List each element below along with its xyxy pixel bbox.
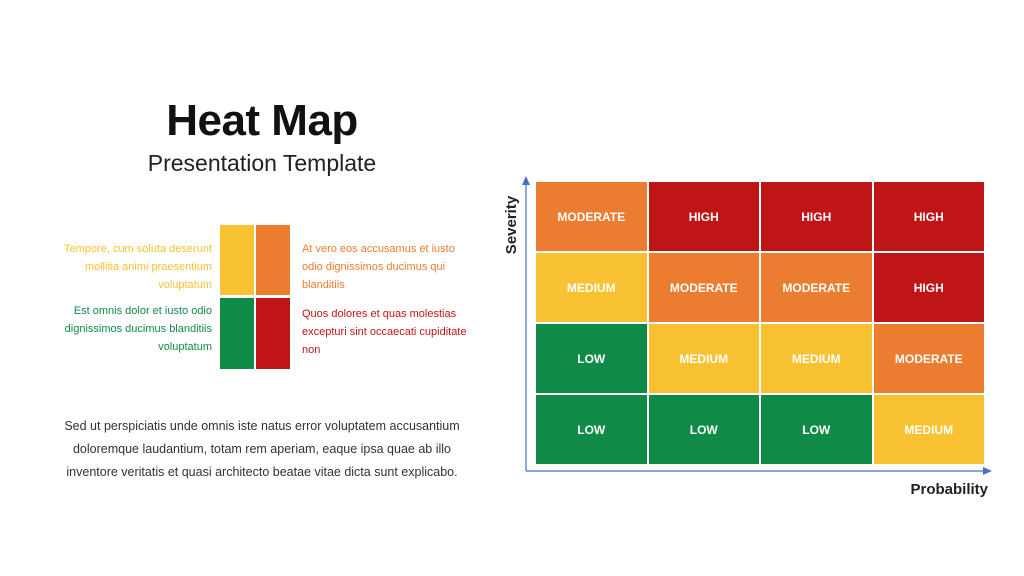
y-axis-label: Severity: [503, 195, 520, 255]
legend-text-orange: At vero eos accusamus et iusto odio dign…: [302, 243, 455, 291]
heatmap-cell: MODERATE: [536, 182, 647, 251]
legend-text-red: Quos dolores et quas molestias excepturi…: [302, 308, 467, 356]
heatmap-cell: LOW: [536, 324, 647, 393]
slide-title: Heat Map: [166, 96, 358, 145]
heatmap-cell: MEDIUM: [873, 395, 984, 464]
heatmap-grid: MODERATE HIGH HIGH HIGH MEDIUM MODERATE MODERA…: [536, 182, 984, 464]
heatmap-cell: LOW: [761, 395, 872, 464]
heatmap-cell: MODERATE: [873, 324, 984, 393]
heatmap-cell: LOW: [648, 395, 759, 464]
legend-swatch-orange: [256, 225, 290, 295]
heatmap-cell: MEDIUM: [761, 324, 872, 393]
heatmap-cell: MODERATE: [648, 253, 759, 322]
legend-text-yellow: Tempore, cum soluta deserunt mollitia an…: [64, 243, 212, 291]
heatmap-cell: MODERATE: [761, 253, 872, 322]
heatmap-cell: LOW: [536, 395, 647, 464]
legend-swatch-green: [220, 298, 254, 369]
legend-swatch-red: [256, 298, 290, 369]
heatmap-cell: HIGH: [873, 182, 984, 251]
heatmap-cell: HIGH: [873, 253, 984, 322]
heatmap-cell: MEDIUM: [536, 253, 647, 322]
description-paragraph: Sed ut perspiciatis unde omnis iste natu…: [64, 419, 460, 479]
heatmap-cell: MEDIUM: [648, 324, 759, 393]
x-axis-label: Probability: [910, 481, 988, 498]
y-axis-arrow: [522, 176, 530, 185]
heatmap-cell: HIGH: [761, 182, 872, 251]
x-axis-arrow: [983, 467, 992, 475]
legend-swatch-yellow: [220, 225, 254, 295]
legend-text-green: Est omnis dolor et iusto odio dignissimo…: [64, 305, 212, 353]
heatmap-cell: HIGH: [648, 182, 759, 251]
slide-subtitle: Presentation Template: [147, 150, 377, 176]
